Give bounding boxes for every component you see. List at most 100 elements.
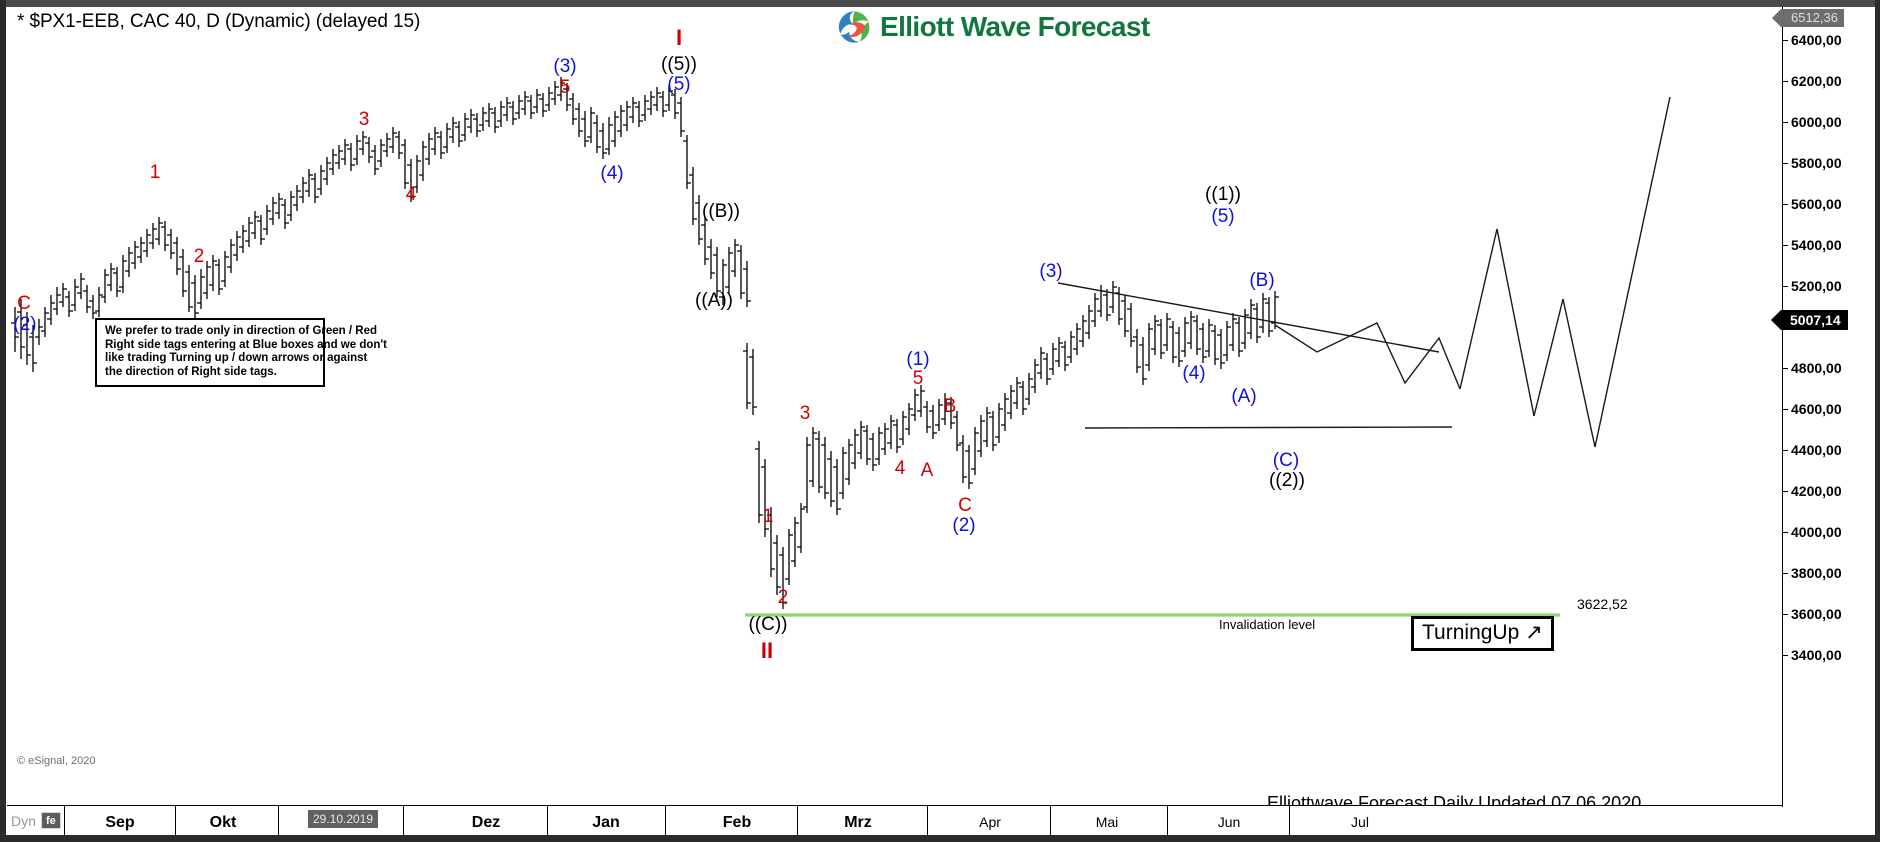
window-frame-top: [0, 0, 1880, 7]
time-axis[interactable]: Dyn fe Sep Okt Dez Jan Feb Mrz Apr Mai Jun Jul 29…: [7, 805, 1782, 836]
price-axis-top-flag: 6512,36: [1772, 9, 1844, 27]
time-axis-date-marker: 29.10.2019: [307, 810, 379, 828]
time-axis-separator: [64, 806, 65, 836]
wave-label-4: 4: [894, 458, 906, 479]
price-tick: 4000,00: [1783, 524, 1842, 540]
wave-label-B: ((B)): [702, 201, 740, 222]
time-tick-okt: Okt: [209, 814, 237, 831]
wave-label-2: (2): [952, 515, 976, 536]
dynamic-mode-indicator[interactable]: Dyn fe: [11, 812, 61, 829]
price-tick: 5400,00: [1783, 237, 1842, 253]
lock-icon[interactable]: fe: [40, 812, 61, 829]
wave-label-C: C: [958, 495, 972, 516]
wave-label-2: ((2)): [1269, 470, 1305, 491]
wave-label-5: ((5)): [661, 54, 697, 75]
time-tick-jun: Jun: [1217, 814, 1241, 830]
wave-label-3: 3: [358, 109, 370, 130]
wave-label-2: (2): [13, 314, 37, 335]
projected-wave-path: [1274, 96, 1671, 448]
wave-label-C: ((C)): [748, 614, 788, 635]
disclaimer-line-2: Right side tags entering at Blue boxes a…: [105, 338, 387, 351]
wave-label-3: (3): [1039, 261, 1063, 282]
time-tick-jan: Jan: [592, 814, 620, 831]
wave-label-A: ((A)): [695, 290, 733, 311]
time-axis-separator: [1050, 806, 1051, 836]
wave-label-5: 5: [559, 77, 571, 98]
price-tick: 4200,00: [1783, 483, 1842, 499]
price-series-overlay: [11, 77, 1671, 617]
time-tick-dez: Dez: [471, 814, 501, 831]
price-tick: 5600,00: [1783, 196, 1842, 212]
wave-label-B: B: [943, 396, 957, 417]
wave-label-4: (4): [1182, 363, 1206, 384]
wave-label-C: C: [17, 293, 31, 314]
chart-plot-area[interactable]: * $PX1-EEB, CAC 40, D (Dynamic) (delayed…: [7, 7, 1782, 807]
time-tick-feb: Feb: [722, 814, 752, 831]
price-tick: 5800,00: [1783, 155, 1842, 171]
update-footer-note: Elliottwave Forecast Daily Updated 07.06…: [1267, 793, 1642, 807]
wave-label-2: 2: [777, 587, 789, 608]
esignal-copyright: © eSignal, 2020: [17, 755, 96, 767]
time-axis-separator: [665, 806, 666, 836]
wave-label-1: 1: [762, 506, 774, 527]
elliott-wave-swirl-icon: [837, 10, 871, 44]
price-tick: 6000,00: [1783, 114, 1842, 130]
wave-label-I: I: [675, 25, 683, 50]
time-tick-mai: Mai: [1095, 814, 1119, 830]
window-frame-left: [0, 0, 6, 842]
wave-label-A: (A): [1231, 386, 1257, 407]
time-axis-separator: [927, 806, 928, 836]
disclaimer-line-4: the direction of Right side tags.: [105, 365, 277, 378]
triangle-trendlines: [1057, 282, 1453, 429]
invalidation-level-value: 3622,52: [1577, 596, 1628, 612]
wave-label-5: (5): [667, 74, 691, 95]
wave-label-4: 4: [405, 184, 417, 205]
wave-label-II: II: [760, 638, 774, 663]
time-axis-separator: [1167, 806, 1168, 836]
disclaimer-line-3: like trading Turning up / down arrows or…: [105, 352, 368, 364]
time-axis-separator: [547, 806, 548, 836]
time-axis-separator: [797, 806, 798, 836]
wave-label-5: 5: [912, 368, 924, 389]
wave-label-1: 1: [149, 162, 161, 183]
turning-up-badge[interactable]: TurningUp ↗: [1411, 616, 1554, 651]
invalidation-level-label: Invalidation level: [1219, 617, 1316, 632]
time-axis-separator: [175, 806, 176, 836]
price-tick: 6400,00: [1783, 32, 1842, 48]
brand-name: Elliott Wave Forecast: [880, 11, 1150, 42]
window-frame-right: [1875, 0, 1880, 842]
time-axis-separator: [1289, 806, 1290, 836]
price-tick: 3800,00: [1783, 565, 1842, 581]
wave-label-2: 2: [193, 246, 205, 267]
wave-label-C: (C): [1272, 450, 1300, 471]
window-frame-bottom: [0, 835, 1880, 842]
time-tick-mrz: Mrz: [844, 814, 872, 831]
time-axis-separator: [403, 806, 404, 836]
chart-title: * $PX1-EEB, CAC 40, D (Dynamic) (delayed…: [17, 11, 421, 32]
wave-label-A: A: [920, 460, 934, 481]
wave-label-4: (4): [600, 163, 624, 184]
price-tick: 3400,00: [1783, 647, 1842, 663]
ohlc-bars-group: [11, 77, 1279, 609]
wave-label-3: 3: [799, 403, 811, 424]
price-tick: 5200,00: [1783, 278, 1842, 294]
time-tick-sep: Sep: [105, 814, 135, 831]
last-price-flag: 5007,14: [1771, 310, 1848, 330]
wave-label-1: (1): [906, 349, 930, 370]
wave-label-3: (3): [553, 56, 577, 77]
trading-disclaimer-box: We prefer to trade only in direction of …: [95, 318, 387, 387]
dyn-label: Dyn: [11, 812, 36, 829]
price-tick: 4400,00: [1783, 442, 1842, 458]
wave-label-1: ((1)): [1205, 184, 1241, 205]
time-tick-apr: Apr: [979, 814, 1001, 830]
price-tick: 4600,00: [1783, 401, 1842, 417]
disclaimer-line-1: We prefer to trade only in direction of …: [105, 325, 377, 337]
price-tick: 4800,00: [1783, 360, 1842, 376]
time-tick-jul: Jul: [1351, 814, 1369, 830]
price-tick: 6200,00: [1783, 73, 1842, 89]
price-axis[interactable]: 6512,36 6400,00 6200,00 6000,00 5800,00 5600…: [1771, 7, 1875, 807]
time-axis-separator: [278, 806, 279, 836]
wave-label-B: (B): [1249, 270, 1275, 291]
wave-label-5: (5): [1211, 206, 1235, 227]
